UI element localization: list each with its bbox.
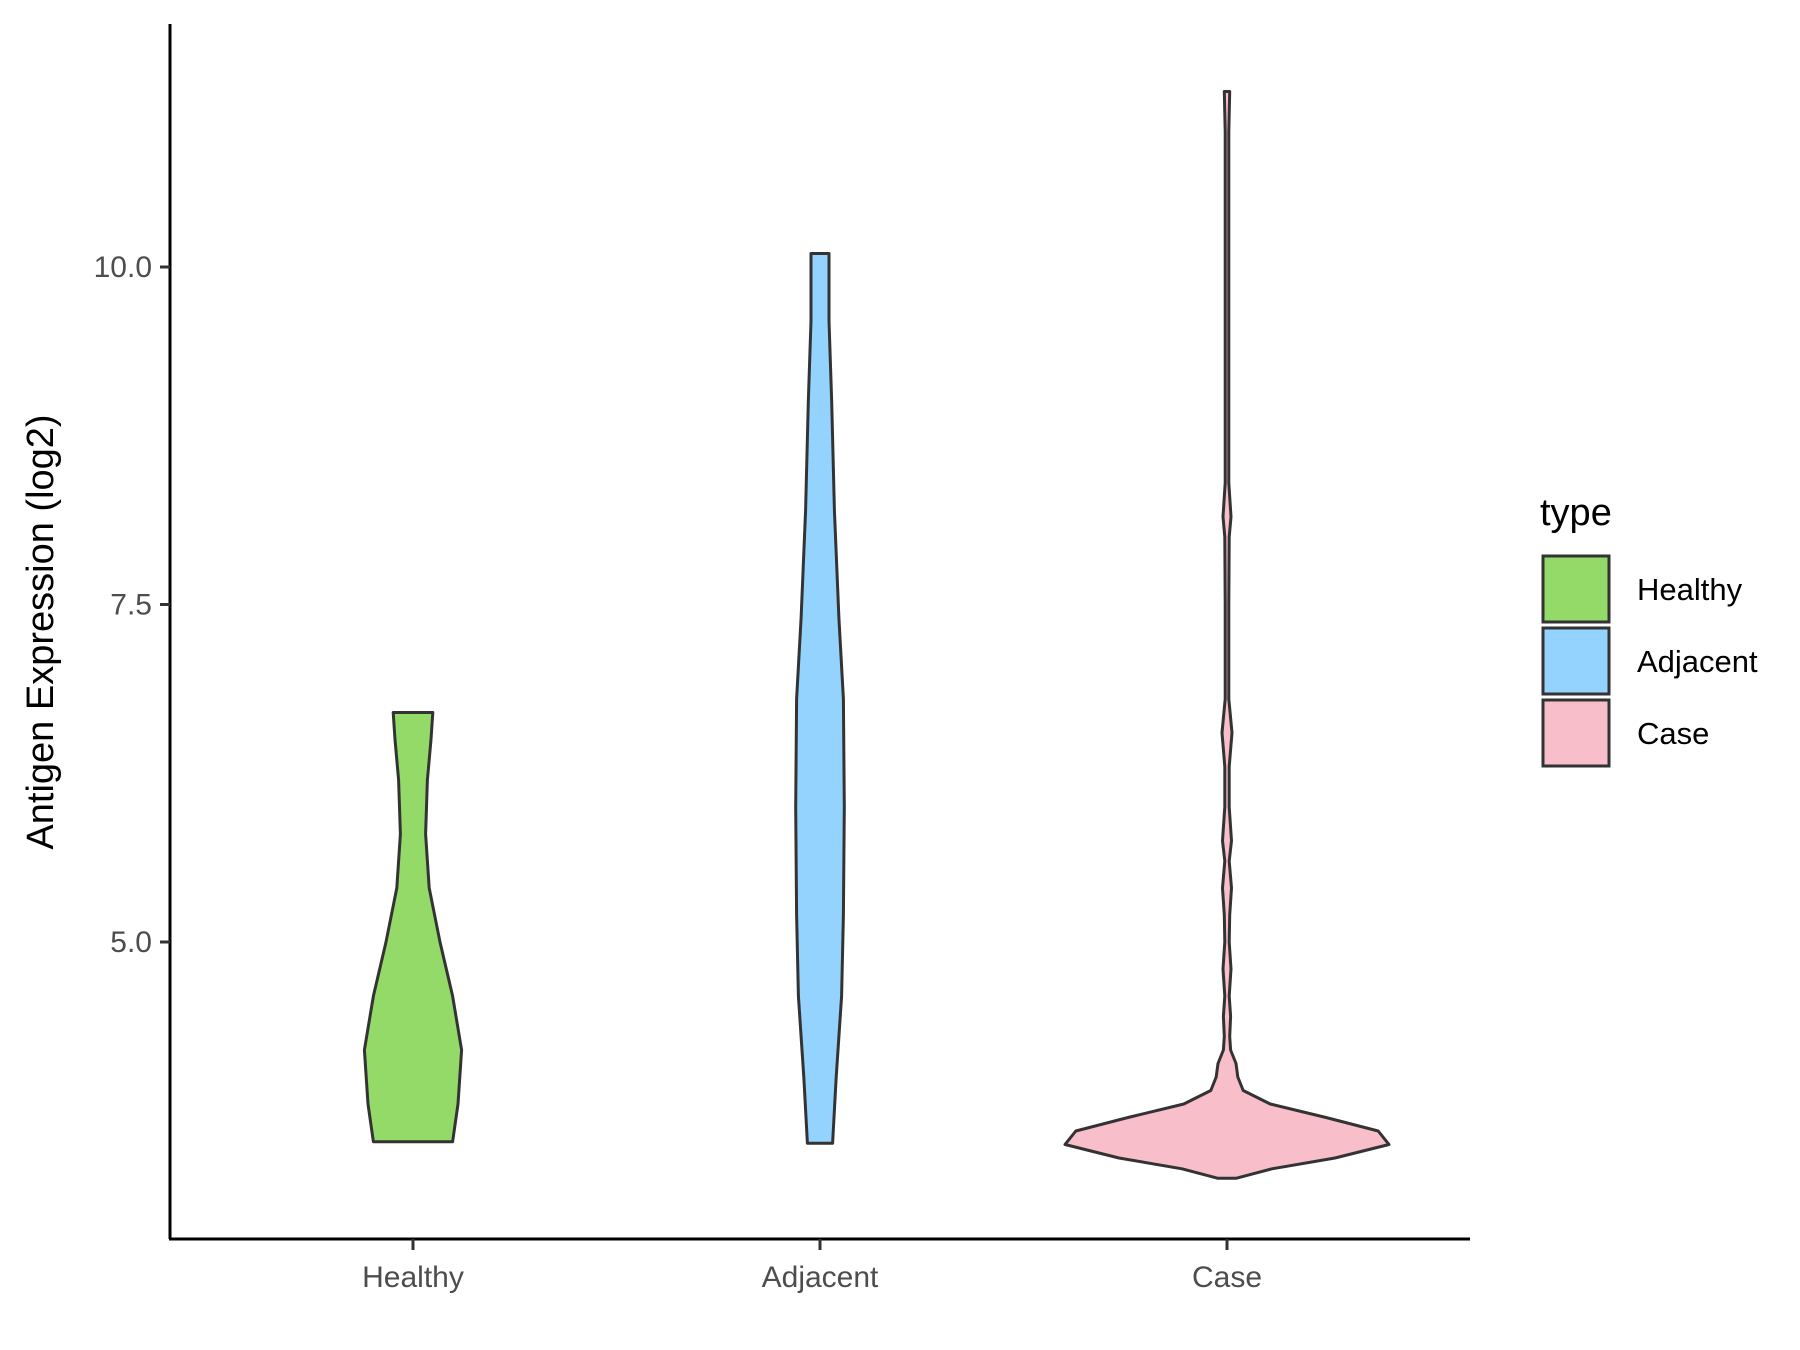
legend-swatch-case xyxy=(1541,698,1611,768)
x-tick-label: Healthy xyxy=(362,1261,464,1294)
legend-title: type xyxy=(1540,492,1612,534)
x-ticks-layer: Healthy Adjacent Case xyxy=(362,1239,1262,1294)
legend-label-healthy: Healthy xyxy=(1637,572,1743,607)
violin-adjacent xyxy=(794,252,846,1145)
legend-label-case: Case xyxy=(1637,716,1709,751)
legend-label-adjacent: Adjacent xyxy=(1637,644,1758,679)
legend-swatch-adjacent xyxy=(1541,626,1611,696)
x-tick-label: Case xyxy=(1192,1261,1262,1294)
y-tick-label: 7.5 xyxy=(110,589,152,622)
y-tick-label: 5.0 xyxy=(110,926,152,959)
legend: type Healthy Adjacent Case xyxy=(1540,492,1758,768)
legend-swatch-healthy xyxy=(1541,554,1611,624)
violins-layer xyxy=(362,90,1391,1180)
violin-case xyxy=(1063,90,1391,1180)
y-axis-title: Antigen Expression (log2) xyxy=(20,414,62,849)
x-tick-label: Adjacent xyxy=(762,1261,879,1294)
y-ticks-layer: 5.0 7.5 10.0 xyxy=(94,251,170,959)
violin-healthy xyxy=(362,711,464,1144)
y-tick-label: 10.0 xyxy=(94,251,152,284)
